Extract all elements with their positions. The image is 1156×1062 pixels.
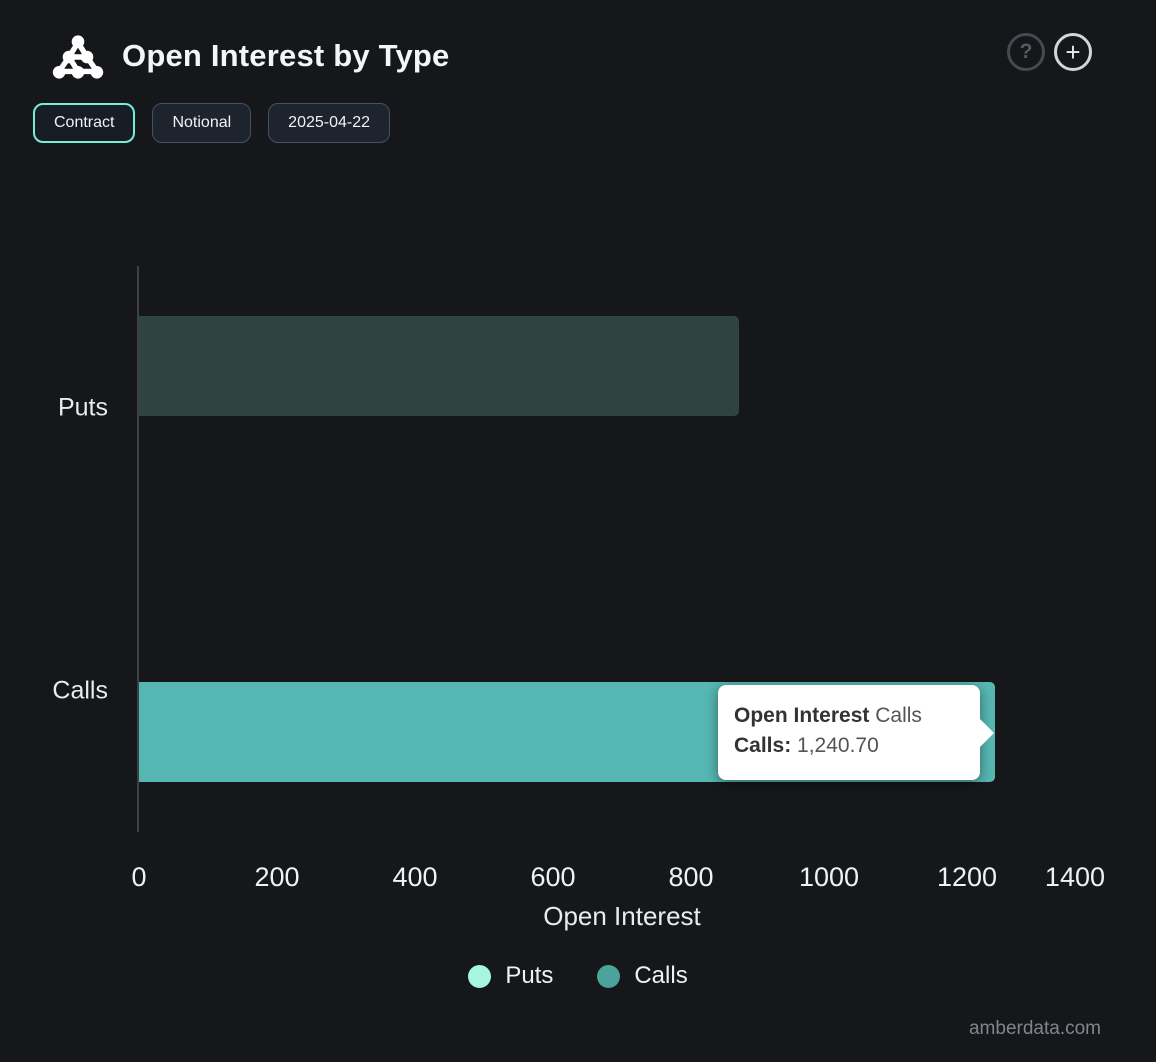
chart-controls: Contract Notional 2025-04-22 [33, 103, 391, 143]
add-button[interactable]: + [1054, 33, 1092, 71]
help-button[interactable]: ? [1007, 33, 1045, 71]
x-axis-title: Open Interest [543, 901, 701, 931]
bar-puts[interactable] [139, 316, 740, 416]
hover-tooltip: Open Interest Calls Calls: 1,240.70 [718, 685, 980, 780]
plus-icon: + [1065, 37, 1081, 67]
tooltip-series-value: 1,240.70 [797, 734, 879, 757]
tooltip-header: Open Interest Calls [734, 701, 964, 731]
y-axis-labels: Puts Calls [0, 266, 108, 832]
x-axis-ticks: 0 200 400 600 800 1000 1200 1400 [131, 862, 1105, 894]
legend-item-calls[interactable]: Calls [597, 962, 688, 990]
tooltip-category: Calls [875, 704, 922, 727]
x-tick-label: 800 [668, 862, 714, 892]
x-tick-label: 0 [131, 862, 147, 892]
x-tick-label: 1200 [936, 862, 998, 892]
legend-label: Calls [634, 962, 688, 989]
contract-toggle-button[interactable]: Contract [33, 103, 136, 143]
x-tick-label: 600 [530, 862, 576, 892]
y-axis-label-calls: Calls [52, 676, 108, 704]
tooltip-value-row: Calls: 1,240.70 [734, 731, 964, 761]
tooltip-title: Open Interest [734, 704, 870, 727]
date-selector-button[interactable]: 2025-04-22 [268, 103, 391, 143]
legend: Puts Calls [0, 962, 1156, 990]
x-tick-label: 200 [254, 862, 300, 892]
y-axis-label-puts: Puts [57, 393, 108, 421]
x-tick-label: 1000 [798, 862, 860, 892]
amberdata-logo-icon [52, 35, 104, 79]
x-tick-label: 400 [392, 862, 438, 892]
legend-dot-icon [468, 964, 492, 988]
legend-dot-icon [597, 964, 621, 988]
legend-label: Puts [505, 962, 554, 989]
question-mark-icon: ? [1019, 40, 1033, 63]
watermark-text: amberdata.com [968, 1018, 1101, 1039]
y-axis-line [137, 266, 139, 832]
page-title: Open Interest by Type [122, 38, 450, 73]
tooltip-series-label: Calls: [734, 734, 792, 757]
notional-toggle-button[interactable]: Notional [152, 103, 252, 143]
legend-item-puts[interactable]: Puts [468, 962, 553, 990]
x-tick-label: 1400 [1044, 862, 1105, 892]
